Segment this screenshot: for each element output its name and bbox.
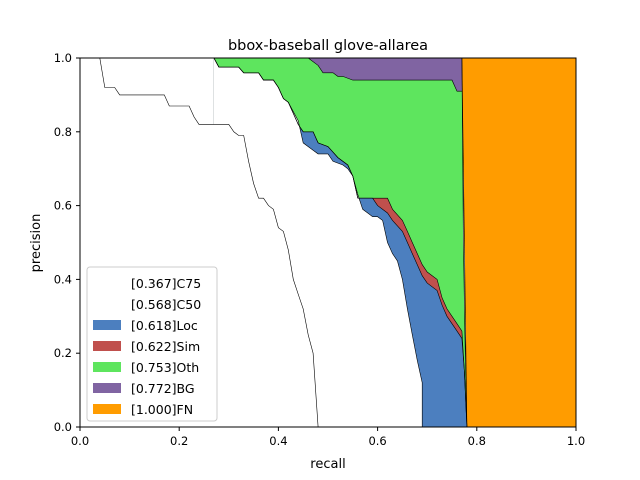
x-tick-label: 0.2: [170, 434, 188, 448]
c75-line: [99, 57, 319, 428]
legend-swatch-c50: [93, 299, 121, 309]
legend-label-loc: [0.618]Loc: [131, 318, 198, 333]
bg-line: [308, 57, 462, 92]
legend: [0.367]C75 [0.568]C50 [0.618]Loc [0.622]Sim…: [86, 266, 218, 422]
y-tick-label: 0.6: [54, 199, 72, 213]
y-axis-ticks: 0.0 0.2 0.4 0.6 0.8 1.0: [54, 51, 80, 434]
x-tick-label: 1.0: [567, 434, 585, 448]
y-tick-label: 0.2: [54, 346, 72, 360]
x-axis-ticks: 0.0 0.2 0.4 0.6 0.8 1.0: [71, 427, 585, 448]
legend-label-fn: [1.000]FN: [131, 402, 193, 417]
x-tick-label: 0.6: [368, 434, 386, 448]
legend-label-c75: [0.367]C75: [131, 276, 201, 291]
x-tick-label: 0.8: [468, 434, 486, 448]
legend-swatch-oth: [93, 362, 121, 372]
legend-label-oth: [0.753]Oth: [131, 360, 199, 375]
legend-swatch-sim: [93, 341, 121, 351]
legend-label-c50: [0.568]C50: [131, 297, 201, 312]
y-axis-label: precision: [29, 214, 44, 273]
legend-swatch-c75: [93, 278, 121, 288]
legend-swatch-fn: [93, 404, 121, 414]
fn-area: [461, 58, 576, 427]
x-tick-label: 0.4: [269, 434, 287, 448]
x-tick-label: 0.0: [71, 434, 89, 448]
legend-label-bg: [0.772]BG: [131, 381, 195, 396]
legend-label-sim: [0.622]Sim: [131, 339, 200, 354]
x-axis-label: recall: [310, 457, 345, 472]
y-tick-label: 0.8: [54, 125, 72, 139]
chart-title: bbox-baseball glove-allarea: [228, 38, 428, 54]
legend-swatch-bg: [93, 383, 121, 393]
legend-swatch-loc: [93, 320, 121, 330]
sim-line: [213, 57, 468, 428]
fn-line: [461, 57, 468, 428]
axes-frame: [79, 57, 577, 428]
y-tick-label: 0.4: [54, 272, 72, 286]
y-tick-label: 0.0: [54, 420, 72, 434]
y-tick-label: 1.0: [54, 51, 72, 65]
